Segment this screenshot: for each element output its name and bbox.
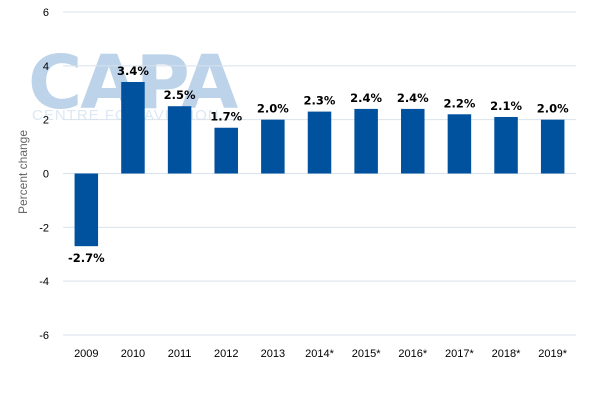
x-tick-label: 2019* bbox=[538, 348, 567, 360]
data-label: 2.3% bbox=[304, 94, 336, 108]
x-tick-label: 2018* bbox=[492, 348, 521, 360]
x-tick-label: 2010 bbox=[121, 348, 145, 360]
y-tick-label: 2 bbox=[43, 115, 49, 127]
data-label: 2.2% bbox=[443, 96, 475, 110]
x-tick-label: 2009 bbox=[74, 348, 98, 360]
x-tick-label: 2013 bbox=[261, 348, 285, 360]
y-axis-ticks: -6 -4 -2 0 2 4 6 bbox=[39, 7, 49, 342]
grid-lines bbox=[63, 11, 576, 336]
x-tick-label: 2011 bbox=[168, 348, 192, 360]
bar bbox=[494, 116, 518, 174]
data-label: 2.4% bbox=[350, 91, 382, 105]
data-label: 2.5% bbox=[164, 88, 196, 102]
bar bbox=[74, 173, 99, 247]
bars bbox=[74, 81, 565, 247]
y-tick-label: -6 bbox=[39, 330, 49, 342]
bar bbox=[167, 106, 192, 174]
y-axis-label: Percent change bbox=[16, 130, 30, 214]
x-tick-label: 2014* bbox=[305, 348, 334, 360]
bar bbox=[401, 108, 425, 174]
x-tick-label: 2017* bbox=[445, 348, 474, 360]
bar bbox=[307, 111, 332, 174]
data-label: 2.4% bbox=[397, 91, 429, 105]
data-label: 3.4% bbox=[117, 64, 149, 78]
y-tick-label: 4 bbox=[43, 61, 49, 73]
x-tick-label: 2016* bbox=[398, 348, 427, 360]
x-tick-label: 2012 bbox=[214, 348, 238, 360]
bar bbox=[540, 119, 565, 174]
y-tick-label: 6 bbox=[43, 7, 49, 19]
data-label: -2.7% bbox=[68, 251, 105, 265]
x-tick-label: 2015* bbox=[352, 348, 381, 360]
y-tick-label: -2 bbox=[39, 222, 49, 234]
data-label: 2.1% bbox=[490, 99, 522, 113]
bar bbox=[121, 81, 145, 174]
bar bbox=[261, 119, 285, 174]
data-labels: -2.7% 3.4% 2.5% 1.7% 2.0% 2.3% 2.4% 2.4% 2.2% 2.1… bbox=[68, 64, 569, 265]
bar bbox=[447, 114, 472, 174]
data-label: 2.0% bbox=[257, 102, 289, 116]
data-label: 1.7% bbox=[210, 110, 242, 124]
bar bbox=[214, 127, 238, 174]
x-axis-ticks: 2009 2010 2011 2012 2013 2014* 2015* 2016* 2017*… bbox=[74, 348, 568, 360]
y-tick-label: 0 bbox=[43, 169, 49, 181]
y-tick-label: -4 bbox=[39, 276, 49, 288]
bar bbox=[354, 108, 378, 174]
data-label: 2.0% bbox=[537, 102, 569, 116]
